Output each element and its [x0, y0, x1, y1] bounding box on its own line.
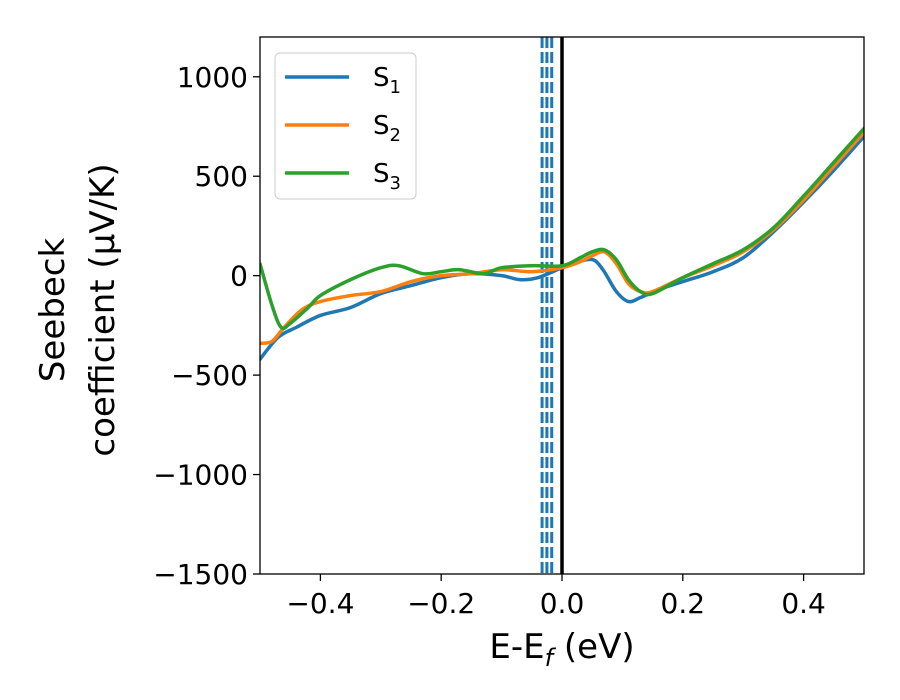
series-line-s3	[260, 126, 864, 331]
x-axis-label: E-Ef (eV)	[489, 627, 634, 672]
series-line-s2	[260, 130, 864, 346]
y-tick-label: 500	[195, 160, 248, 193]
y-axis-ticks: −1500 −1000 −500 0 500 1000	[153, 61, 260, 591]
x-tick-label: 0.0	[540, 587, 585, 620]
y-tick-label: −1000	[153, 459, 248, 492]
x-axis-label-unit: (eV)	[553, 627, 635, 667]
x-tick-label: −0.2	[407, 587, 475, 620]
legend-label-s2: S2	[373, 111, 401, 146]
x-tick-label: −0.4	[286, 587, 354, 620]
x-tick-label: 0.4	[781, 587, 826, 620]
legend-label-s3: S3	[373, 159, 401, 194]
x-axis-ticks: −0.4 −0.2 0.0 0.2 0.4	[286, 574, 826, 620]
y-tick-label: −1500	[153, 558, 248, 591]
y-axis-label-line1: Seebeck	[33, 238, 73, 383]
legend: S1 S2 S3	[274, 52, 417, 200]
y-axis-label-line2: coefficient (μV/K)	[83, 163, 123, 456]
series-layer	[260, 126, 864, 361]
y-axis-label: Seebeck coefficient (μV/K)	[33, 163, 123, 456]
legend-label-s1: S1	[373, 63, 401, 98]
y-tick-label: −500	[171, 359, 248, 392]
y-tick-label: 1000	[177, 61, 248, 94]
x-axis-label-main: E-E	[489, 627, 544, 667]
y-tick-label: 0	[230, 260, 248, 293]
vertical-reference-lines	[540, 37, 564, 574]
x-tick-label: 0.2	[661, 587, 706, 620]
